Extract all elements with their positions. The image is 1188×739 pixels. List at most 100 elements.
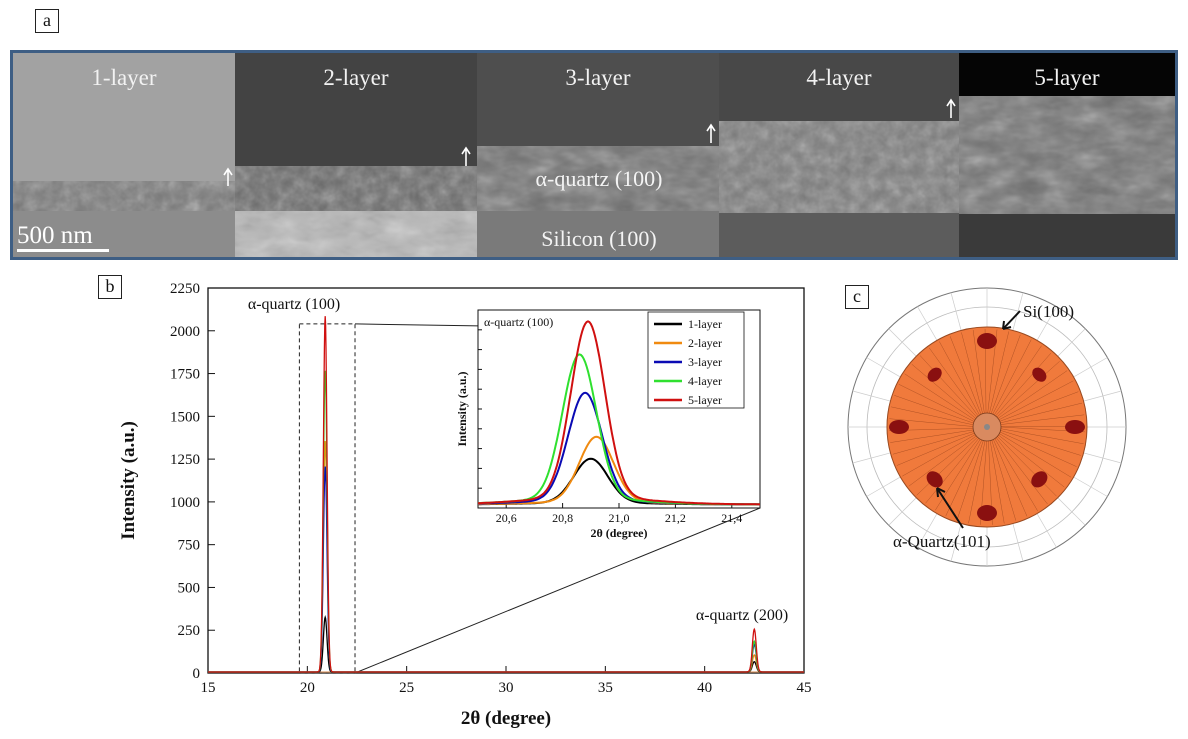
pole-texture	[902, 434, 976, 477]
x-tick-label: 40	[697, 680, 712, 696]
pole-texture	[1000, 430, 1081, 456]
pole-texture	[1000, 402, 1083, 424]
xrd-chart: 15 20 25 30 35 40 45 0 250 500 750 1000 1250 1500 1750…	[100, 272, 840, 734]
pole-texture	[972, 329, 985, 414]
pole-texture	[1000, 428, 1084, 445]
pole-texture	[989, 440, 1005, 524]
x-tick-label: 30	[499, 680, 514, 696]
pole-texture	[994, 438, 1038, 512]
pole-texture	[999, 431, 1077, 467]
inset-y-axis-title: Intensity (a.u.)	[455, 371, 469, 446]
pole-spot	[1031, 471, 1048, 488]
scale-bar-label: 500 nm	[17, 222, 93, 249]
inset-series-5-layer	[477, 320, 760, 506]
sem-label-3: 3-layer	[565, 65, 630, 90]
pole-texture	[891, 406, 974, 426]
y-tick-label: 1250	[170, 452, 200, 468]
sem-label-2: 2-layer	[323, 65, 388, 90]
inset-x-tick-label: 21,2	[665, 511, 686, 525]
pole-spot	[977, 333, 997, 349]
sem-images: 1-layer 2-layer 3-layer 4-layer 5-layer …	[13, 53, 1175, 257]
pole-center-dot	[984, 424, 990, 430]
sem-image-strip: 1-layer 2-layer 3-layer 4-layer 5-layer …	[10, 50, 1178, 260]
series-line-1-layer	[208, 614, 804, 673]
pole-texture	[925, 438, 979, 504]
pole-texture	[894, 395, 974, 424]
inset-x-tick-label: 21,4	[721, 511, 742, 525]
pole-texture	[939, 341, 980, 416]
y-axis-title: Intensity (a.u.)	[118, 421, 139, 540]
y-tick-label: 2000	[170, 324, 200, 340]
pole-spot	[977, 505, 997, 521]
pole-texture	[997, 370, 1068, 419]
panel-b-tag: b	[98, 275, 122, 299]
xrd-chart-svg: 15 20 25 30 35 40 45 0 250 500 750 1000 1250 1500 1750…	[118, 281, 812, 729]
sem-label-4: 4-layer	[806, 65, 871, 90]
pole-spot	[1032, 367, 1047, 382]
pole-texture	[991, 440, 1017, 521]
pole-texture	[896, 432, 975, 466]
pole-texture	[929, 347, 979, 417]
y-tick-label: 250	[178, 623, 201, 639]
pole-spot	[927, 367, 942, 382]
y-tick-label: 750	[178, 538, 201, 554]
x-tick-label: 15	[201, 680, 216, 696]
legend-label-3-layer: 3-layer	[688, 355, 722, 369]
pole-texture	[968, 440, 986, 524]
inset-legend: 1-layer 2-layer 3-layer 4-layer 5-layer	[647, 311, 745, 409]
x-tick-label: 35	[598, 680, 613, 696]
pole-texture	[995, 352, 1052, 417]
y-tick-label: 500	[178, 580, 201, 596]
pole-texture	[904, 373, 976, 421]
legend-label-4-layer: 4-layer	[688, 374, 722, 388]
pole-figure: Si(100) α-Quartz(101)	[845, 285, 1145, 585]
inset-x-tick-label: 20,8	[552, 511, 573, 525]
sem-panel-4	[719, 53, 959, 257]
annotation-100: α-quartz (100)	[248, 296, 340, 313]
sem-label-1: 1-layer	[91, 65, 156, 90]
sem-panel-5	[959, 53, 1175, 257]
pole-texture	[998, 434, 1065, 488]
pole-figure-svg: Si(100) α-Quartz(101)	[847, 287, 1127, 567]
inset-x-tick-label: 21,0	[609, 511, 630, 525]
legend-label-1-layer: 1-layer	[688, 317, 722, 331]
pole-spot	[889, 420, 909, 434]
sem-label-5: 5-layer	[1034, 65, 1099, 90]
pole-texture	[956, 440, 984, 521]
pole-texture	[997, 436, 1057, 497]
series-line-5-layer	[208, 316, 804, 673]
legend-label-5-layer: 5-layer	[688, 393, 722, 407]
x-axis-title: 2θ (degree)	[461, 708, 551, 729]
pole-texture	[890, 429, 974, 443]
x-tick-label: 45	[797, 680, 812, 696]
panel-c-tag: c	[845, 285, 869, 309]
pole-texture	[995, 437, 1048, 505]
pole-texture	[999, 391, 1079, 422]
legend-box	[647, 311, 745, 409]
pole-texture	[992, 339, 1032, 415]
pole-texture	[993, 439, 1028, 517]
pole-texture	[989, 331, 1010, 414]
pole-texture	[1000, 414, 1085, 425]
pole-texture	[908, 435, 977, 487]
y-tick-label: 1750	[170, 367, 200, 383]
sem-panel-3	[477, 53, 719, 257]
pole-texture	[898, 384, 975, 422]
scale-bar	[17, 249, 109, 252]
y-tick-label: 1500	[170, 409, 200, 425]
inset-x-tick-label: 20,6	[496, 511, 517, 525]
annotation-200: α-quartz (200)	[696, 607, 788, 624]
inset-title: α-quartz (100)	[484, 315, 553, 329]
pole-labels: Si(100) α-Quartz(101)	[893, 302, 1074, 551]
panel-a-tag: a	[35, 9, 59, 33]
pole-texture	[961, 332, 983, 414]
x-tick-label: 25	[399, 680, 414, 696]
pole-spot	[926, 471, 943, 488]
pole-texture	[889, 418, 974, 427]
pole-texture	[945, 439, 982, 517]
pole-spot	[1065, 420, 1085, 434]
pole-texture	[990, 334, 1021, 414]
si-100-label: Si(100)	[1023, 302, 1074, 321]
pole-texture	[916, 437, 978, 496]
thickness-arrows	[223, 98, 956, 186]
